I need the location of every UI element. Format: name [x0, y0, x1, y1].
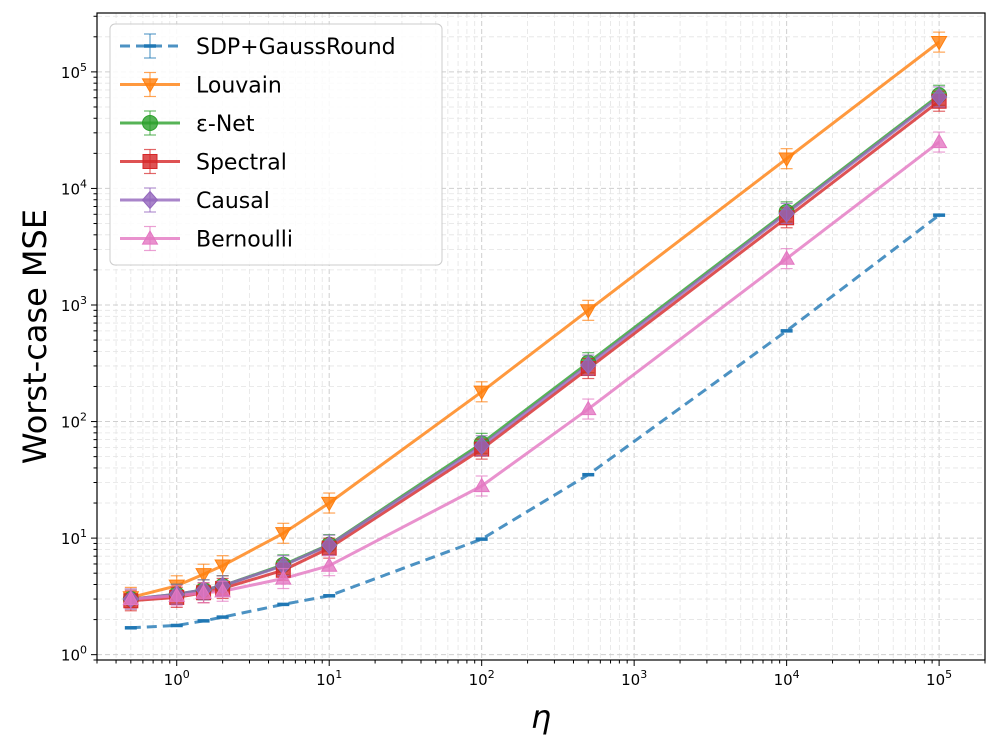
- legend-marker-spectral: [142, 154, 158, 169]
- legend-marker-louvain: [141, 78, 159, 94]
- data-point-causal: [778, 204, 795, 223]
- x-tick-label: 105: [926, 668, 952, 689]
- legend-label-louvain: Louvain: [196, 74, 282, 99]
- x-tick-label: 104: [774, 668, 800, 689]
- legend-marker-causal: [141, 190, 159, 210]
- data-point-louvain: [195, 568, 212, 583]
- data-point-bernoulli: [122, 590, 140, 606]
- legend-label-bernoulli: Bernoulli: [196, 228, 293, 253]
- y-axis-label: Worst-case MSE: [16, 209, 54, 464]
- legend-box: [109, 23, 443, 266]
- data-point-causal: [321, 535, 338, 555]
- legend-label-spectral: Spectral: [196, 151, 287, 176]
- series-markers: [122, 31, 948, 630]
- data-point-bernoulli: [930, 133, 948, 149]
- axis-ticks: 100 101 102 103 104 105 100 101 102 103 104 105: [61, 15, 986, 689]
- legend-label-causal: Causal: [196, 189, 270, 214]
- data-point-bernoulli: [320, 557, 338, 572]
- data-point-bernoulli: [274, 570, 292, 585]
- series-line-bernoulli: [130, 140, 941, 601]
- x-tick-label: 102: [469, 668, 495, 689]
- data-point-louvain: [930, 36, 948, 51]
- data-point-bernoulli: [195, 584, 212, 599]
- data-point-causal: [473, 436, 490, 456]
- series-line-sdp-gaussround: [130, 213, 941, 630]
- data-point-louvain: [274, 527, 292, 542]
- data-point-bernoulli: [214, 582, 231, 598]
- series-line-louvain: [130, 40, 941, 599]
- legend: SDP+GaussRound Louvain ε-Net Spectral Causal…: [109, 23, 443, 266]
- x-tick-label: 100: [164, 668, 190, 689]
- data-point-louvain: [778, 152, 795, 168]
- data-point-bernoulli: [168, 587, 186, 602]
- legend-label-sdp-gaussround: SDP+GaussRound: [196, 35, 396, 60]
- series-line-causal: [130, 95, 941, 601]
- y-tick-label: 103: [61, 294, 87, 315]
- plot-frame: [96, 12, 986, 661]
- x-tick-label: 101: [316, 668, 342, 689]
- legend-marker-net: [142, 115, 158, 131]
- data-point-louvain: [320, 496, 338, 512]
- y-tick-label: 101: [61, 527, 87, 548]
- data-point-causal: [580, 355, 597, 375]
- legend-marker-bernoulli: [141, 229, 159, 245]
- data-point-louvain: [473, 385, 491, 401]
- data-point-bernoulli: [579, 400, 597, 416]
- legend-label-net: ε-Net: [196, 112, 255, 137]
- x-axis-label: η: [531, 698, 551, 736]
- series-lines: [130, 40, 941, 630]
- y-tick-label: 102: [61, 411, 87, 432]
- data-point-bernoulli: [473, 477, 491, 493]
- data-point-louvain: [579, 304, 597, 319]
- data-point-causal: [930, 87, 948, 107]
- data-point-bernoulli: [778, 250, 795, 265]
- y-tick-label: 105: [61, 61, 87, 82]
- data-point-louvain: [214, 559, 231, 575]
- y-tick-label: 100: [61, 644, 87, 665]
- x-tick-label: 103: [621, 668, 647, 689]
- y-tick-label: 104: [61, 177, 87, 198]
